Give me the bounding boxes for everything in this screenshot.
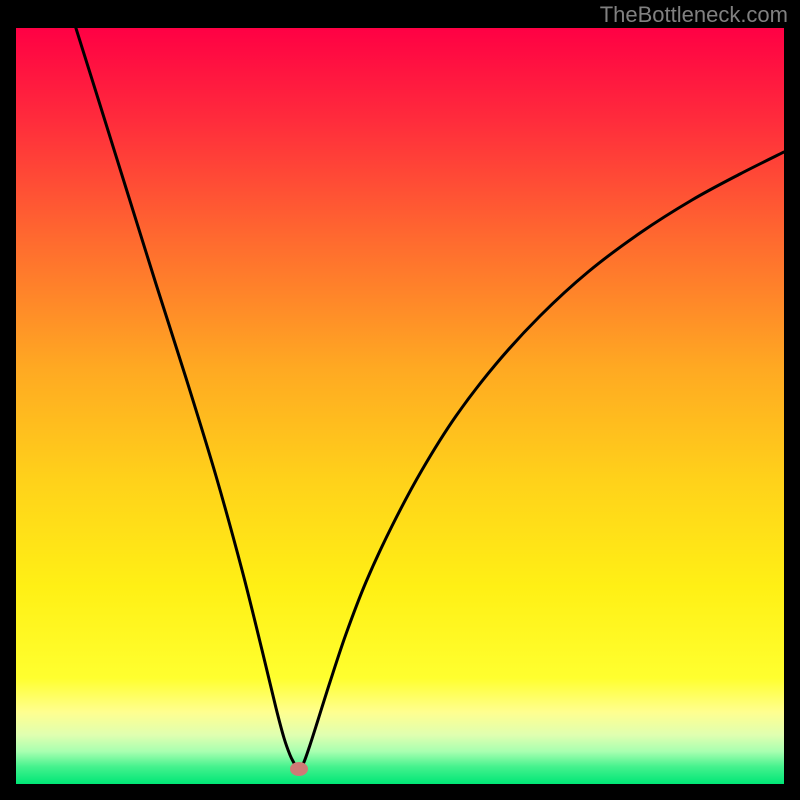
plot-area xyxy=(16,28,784,784)
chart-frame: TheBottleneck.com xyxy=(0,0,800,800)
curve-layer xyxy=(16,28,784,784)
bottleneck-curve xyxy=(74,28,784,769)
watermark-text: TheBottleneck.com xyxy=(600,2,788,28)
vertex-marker xyxy=(290,762,308,776)
